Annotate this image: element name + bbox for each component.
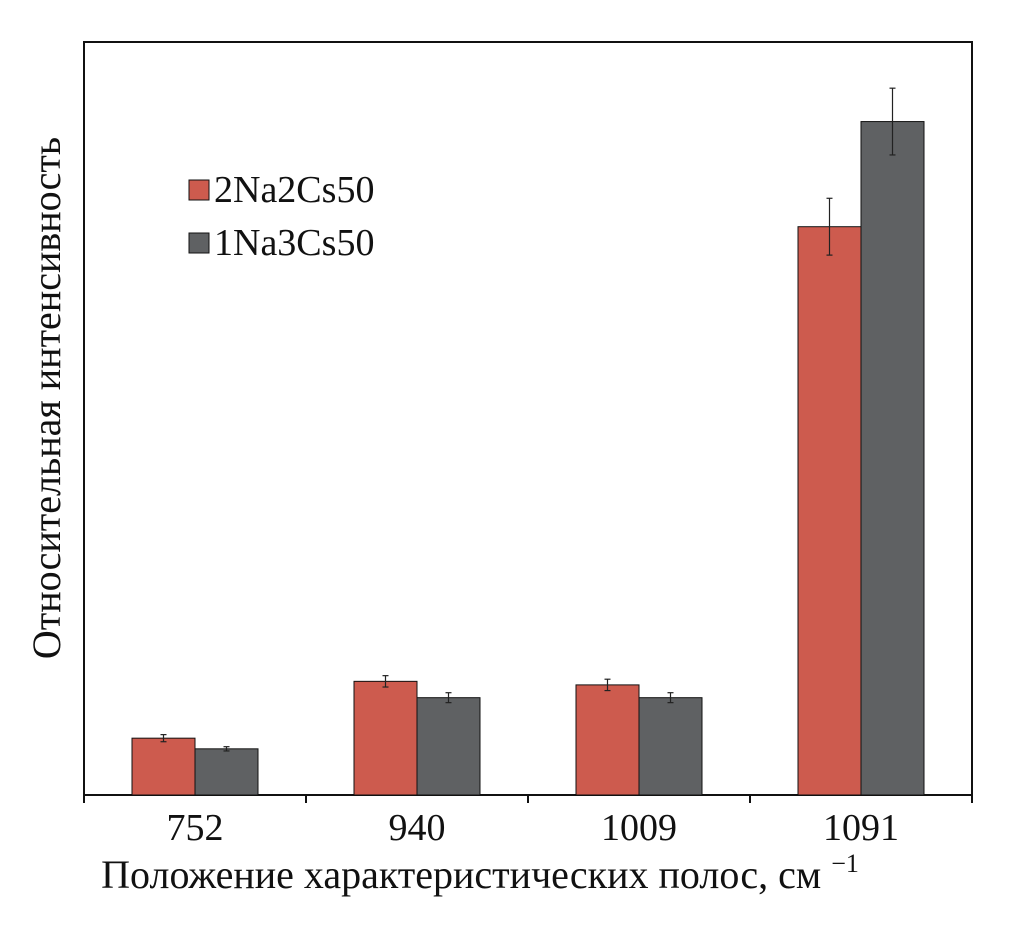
- bar-1Na3Cs50-1009: [638, 697, 703, 796]
- legend-label-series-1: 2Na2Cs50: [214, 169, 374, 211]
- x-tick-label-1009: 1009: [601, 807, 677, 849]
- x-tick-label-940: 940: [389, 807, 446, 849]
- error-bar-1Na3Cs50-1091: [889, 87, 896, 156]
- bar-1Na3Cs50-940: [416, 697, 481, 796]
- legend-swatch-series-1: [188, 179, 210, 201]
- legend: 2Na2Cs50 1Na3Cs50: [188, 169, 374, 264]
- error-bar-2Na2Cs50-1091: [826, 197, 833, 256]
- legend-label-series-2: 1Na3Cs50: [214, 222, 374, 264]
- bar-2Na2Cs50-1091: [797, 226, 862, 796]
- x-tick-label-752: 752: [167, 807, 224, 849]
- bar-2Na2Cs50-1009: [575, 684, 640, 796]
- bar-2Na2Cs50-940: [353, 680, 418, 796]
- error-bar-1Na3Cs50-940: [445, 692, 452, 704]
- error-bars-group: [160, 87, 896, 752]
- x-axis-title-text: Положение характеристических полос, см: [101, 852, 821, 897]
- legend-swatch-series-2: [188, 232, 210, 254]
- x-tick-label-1091: 1091: [823, 807, 899, 849]
- x-ticks-group: 752 940 1009 1091: [83, 795, 973, 849]
- error-bar-2Na2Cs50-940: [382, 675, 389, 688]
- error-bar-2Na2Cs50-1009: [604, 678, 611, 692]
- x-axis-title-superscript: −1: [831, 849, 859, 878]
- error-bar-1Na3Cs50-1009: [667, 692, 674, 704]
- bars-group: [131, 121, 925, 796]
- bar-2Na2Cs50-752: [131, 737, 196, 796]
- error-bar-2Na2Cs50-752: [160, 734, 167, 743]
- bar-1Na3Cs50-752: [194, 748, 259, 796]
- y-axis-title: Относительная интенсивность: [24, 137, 69, 659]
- bar-1Na3Cs50-1091: [860, 121, 925, 796]
- error-bar-1Na3Cs50-752: [223, 746, 230, 752]
- x-axis-title: Положение характеристических полос, см −…: [101, 849, 859, 897]
